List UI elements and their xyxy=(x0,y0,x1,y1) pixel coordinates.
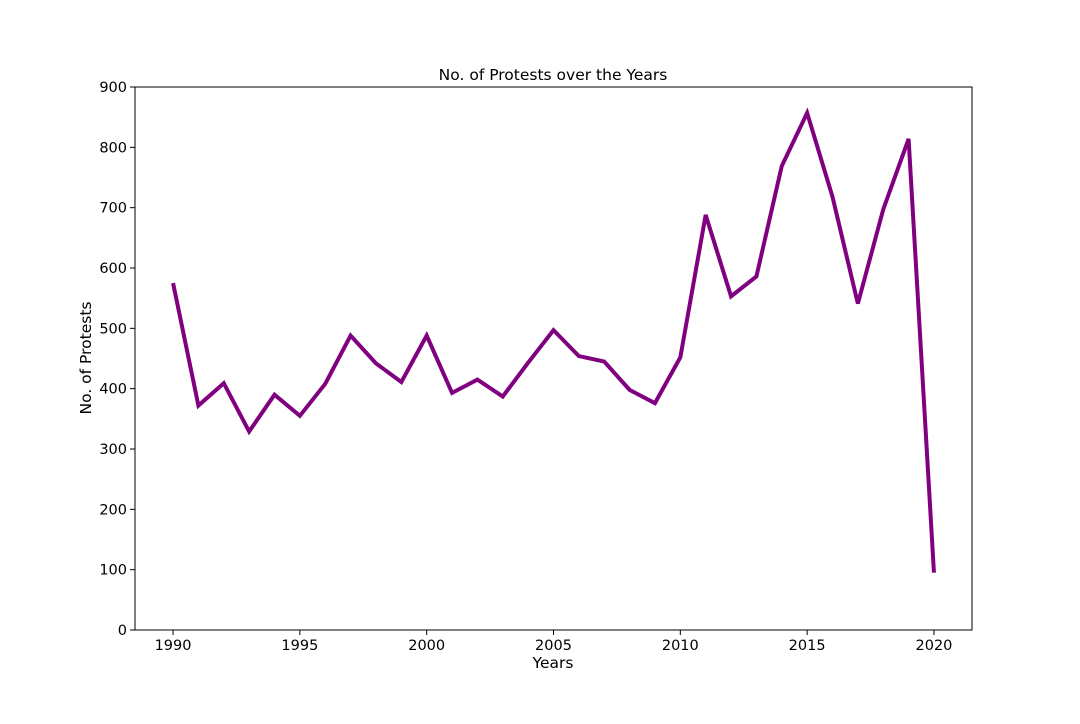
y-tick-label: 100 xyxy=(99,563,127,579)
plot-frame xyxy=(134,86,973,631)
x-tick-label: 2005 xyxy=(535,638,572,654)
y-tick-label: 500 xyxy=(99,321,127,337)
plot-marks: 0 100 200 300 400 500 600 700 800 900 1990 1995 2000… xyxy=(99,80,973,654)
y-tick-label: 300 xyxy=(99,442,127,458)
series-line xyxy=(171,107,936,573)
y-tick-label: 200 xyxy=(99,502,127,518)
x-tick-label: 2010 xyxy=(662,638,699,654)
y-tick-label: 800 xyxy=(99,140,127,156)
y-tick-label: 700 xyxy=(99,201,127,217)
x-tick-label: 2020 xyxy=(916,638,953,654)
x-tick-label: 1990 xyxy=(155,638,192,654)
x-tick-label: 1995 xyxy=(281,638,318,654)
x-tick-label: 2000 xyxy=(408,638,445,654)
x-axis-label: Years xyxy=(532,654,574,672)
y-tick-label: 600 xyxy=(99,261,127,277)
y-axis-label: No. of Protests xyxy=(77,302,95,415)
y-tick-label: 0 xyxy=(118,623,127,639)
chart-title: No. of Protests over the Years xyxy=(439,66,668,84)
x-tick-label: 2015 xyxy=(789,638,826,654)
y-tick-label: 900 xyxy=(99,80,127,96)
y-tick-label: 400 xyxy=(99,382,127,398)
